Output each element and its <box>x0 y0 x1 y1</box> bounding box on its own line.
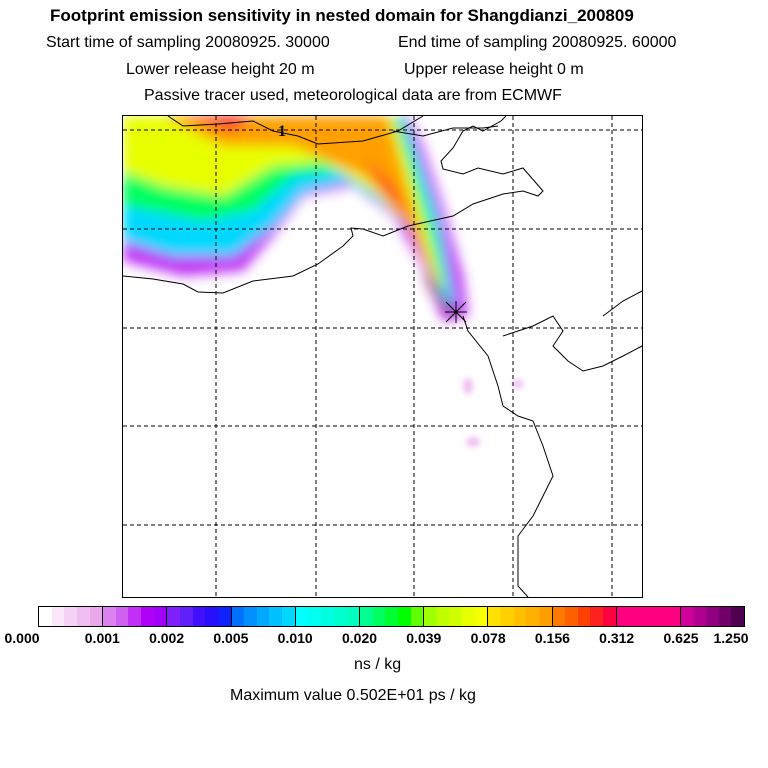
colorbar-step <box>462 607 475 626</box>
colorbar-step <box>205 607 218 626</box>
colorbar-step <box>731 607 745 626</box>
lower-release-height: Lower release height 20 m <box>126 61 315 78</box>
footprint-map: 1 <box>122 115 643 598</box>
colorbar-step <box>552 607 566 626</box>
colorbar-step <box>424 607 437 626</box>
sensitivity-field <box>123 116 468 321</box>
colorbar-step <box>192 607 206 626</box>
colorbar-step <box>385 607 398 626</box>
colorbar-segment <box>616 607 681 626</box>
colorbar-step <box>565 607 578 626</box>
colorbar-tick-label: 0.020 <box>341 630 378 646</box>
colorbar-tick-label: 0.002 <box>149 630 185 646</box>
colorbar-step <box>513 607 527 626</box>
colorbar-tick-label: 0.078 <box>470 630 506 646</box>
colorbar-segment <box>231 607 296 626</box>
colorbar-tick-label: 0.039 <box>406 630 442 646</box>
tracer-info: Passive tracer used, meteorological data… <box>144 87 562 104</box>
colorbar-step <box>538 607 552 626</box>
colorbar-step <box>76 607 90 626</box>
colorbar-tick-label: 0.005 <box>213 630 249 646</box>
contour-label: 1 <box>278 123 286 140</box>
start-time: Start time of sampling 20080925. 30000 <box>46 34 330 51</box>
colorbar-step <box>718 607 732 626</box>
colorbar-step <box>217 607 231 626</box>
colorbar-tick-label: 0.010 <box>277 630 313 646</box>
colorbar-tick-label: 0.625 <box>663 630 699 646</box>
colorbar-segment <box>680 607 745 626</box>
colorbar-step <box>39 607 52 626</box>
colorbar-step <box>180 607 193 626</box>
colorbar-step <box>616 607 630 626</box>
colorbar-step <box>256 607 270 626</box>
end-time: End time of sampling 20080925. 60000 <box>398 34 677 51</box>
colorbar-step <box>333 607 347 626</box>
colorbar-segment <box>39 607 104 626</box>
colorbar-step <box>128 607 142 626</box>
colorbar-segment <box>424 607 489 626</box>
colorbar-units: ns / kg <box>354 656 402 673</box>
colorbar-step <box>693 607 707 626</box>
colorbar <box>38 606 745 627</box>
grid-lines <box>123 116 642 597</box>
colorbar-step <box>231 607 245 626</box>
coastlines <box>123 116 642 597</box>
colorbar-tick-label: 0.312 <box>599 630 635 646</box>
colorbar-step <box>706 607 719 626</box>
plot-title: Footprint emission sensitivity in nested… <box>50 6 634 25</box>
colorbar-segment <box>295 607 360 626</box>
colorbar-step <box>500 607 514 626</box>
pastel-blobs <box>463 378 523 447</box>
receptor-star-icon <box>445 301 467 323</box>
colorbar-step <box>141 607 154 626</box>
colorbar-step <box>282 607 295 626</box>
colorbar-step <box>51 607 65 626</box>
colorbar-step <box>103 607 116 626</box>
colorbar-step <box>359 607 373 626</box>
colorbar-step <box>526 607 539 626</box>
colorbar-segment <box>103 607 168 626</box>
colorbar-step <box>603 607 616 626</box>
colorbar-step <box>680 607 694 626</box>
colorbar-segment <box>167 607 232 626</box>
colorbar-tick-label: 0.000 <box>4 630 40 646</box>
colorbar-step <box>641 607 655 626</box>
colorbar-step <box>64 607 77 626</box>
colorbar-step <box>372 607 386 626</box>
colorbar-tick-label: 1.250 <box>713 630 749 646</box>
colorbar-step <box>308 607 322 626</box>
colorbar-step <box>577 607 591 626</box>
colorbar-step <box>89 607 103 626</box>
colorbar-step <box>167 607 181 626</box>
colorbar-segment <box>552 607 617 626</box>
colorbar-step <box>269 607 283 626</box>
colorbar-step <box>115 607 129 626</box>
colorbar-step <box>629 607 642 626</box>
colorbar-tick-label: 0.156 <box>534 630 570 646</box>
colorbar-step <box>321 607 334 626</box>
colorbar-segment <box>488 607 553 626</box>
colorbar-step <box>436 607 450 626</box>
maximum-value: Maximum value 0.502E+01 ps / kg <box>230 687 476 704</box>
colorbar-step <box>474 607 488 626</box>
upper-release-height: Upper release height 0 m <box>404 61 584 78</box>
colorbar-step <box>397 607 411 626</box>
colorbar-step <box>410 607 424 626</box>
colorbar-step <box>449 607 463 626</box>
colorbar-step <box>346 607 359 626</box>
colorbar-tick-label: 0.001 <box>84 630 120 646</box>
colorbar-step <box>667 607 680 626</box>
colorbar-step <box>590 607 604 626</box>
colorbar-step <box>488 607 501 626</box>
colorbar-segment <box>359 607 425 626</box>
colorbar-step <box>295 607 309 626</box>
colorbar-step <box>654 607 668 626</box>
colorbar-step <box>244 607 257 626</box>
colorbar-step <box>153 607 167 626</box>
